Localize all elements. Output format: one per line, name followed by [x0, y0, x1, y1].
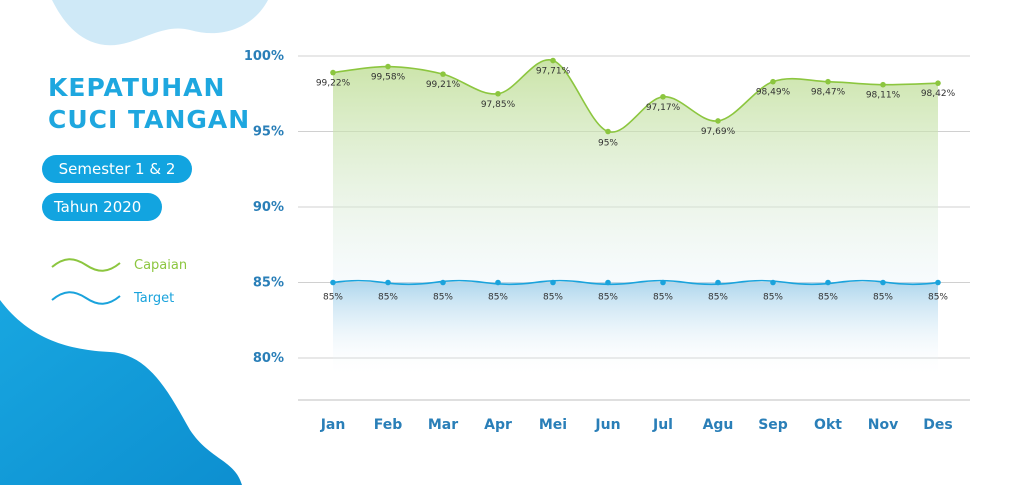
target-data-label-nov: 85%	[873, 293, 893, 303]
y-tick-label-85: 85%	[253, 276, 284, 291]
target-point-apr	[495, 279, 501, 286]
target-data-label-des: 85%	[928, 293, 948, 303]
capaian-point-jul	[660, 93, 666, 100]
capaian-data-label-sep: 98,49%	[756, 88, 791, 98]
target-area-fill	[333, 282, 938, 378]
capaian-data-label-feb: 99,58%	[371, 73, 406, 83]
target-point-feb	[385, 279, 391, 286]
x-tick-label-des: Des	[923, 417, 952, 433]
x-tick-label-sep: Sep	[758, 417, 788, 433]
target-point-sep	[770, 279, 776, 286]
y-tick-label-90: 90%	[253, 200, 284, 215]
target-data-label-jan: 85%	[323, 293, 343, 303]
target-point-mei	[550, 279, 556, 286]
capaian-data-label-okt: 98,47%	[811, 88, 846, 98]
legend-item-target: Target	[50, 289, 174, 307]
capaian-point-apr	[495, 90, 501, 97]
title-line-1: KEPATUHAN	[48, 73, 226, 102]
target-data-label-agu: 85%	[708, 293, 728, 303]
capaian-data-label-mar: 99,21%	[426, 80, 461, 90]
capaian-data-label-jun: 95%	[598, 139, 618, 149]
chart-title: KEPATUHAN CUCI TANGAN	[48, 72, 250, 136]
capaian-point-feb	[385, 63, 391, 70]
capaian-point-jun	[605, 128, 611, 135]
target-data-label-okt: 85%	[818, 293, 838, 303]
target-wave-icon	[51, 291, 121, 305]
target-point-agu	[715, 279, 721, 286]
top-blob-decoration	[52, 0, 268, 46]
target-point-jan	[330, 279, 336, 286]
x-tick-label-jul: Jul	[652, 417, 673, 433]
target-data-label-jun: 85%	[598, 293, 618, 303]
capaian-point-jan	[330, 69, 336, 76]
y-tick-label-100: 100%	[244, 49, 284, 64]
capaian-point-okt	[825, 78, 831, 85]
capaian-wave-icon	[51, 258, 121, 272]
target-point-mar	[440, 279, 446, 286]
target-series-line	[332, 279, 939, 286]
x-tick-label-apr: Apr	[484, 417, 512, 433]
target-data-label-apr: 85%	[488, 293, 508, 303]
target-point-nov	[880, 279, 886, 286]
x-tick-label-jun: Jun	[594, 417, 620, 433]
legend-label-target: Target	[134, 290, 175, 306]
capaian-point-des	[935, 80, 941, 86]
target-data-label-mei: 85%	[543, 293, 563, 303]
capaian-point-agu	[715, 118, 721, 124]
capaian-data-label-agu: 97,69%	[701, 127, 736, 137]
target-data-label-jul: 85%	[653, 293, 673, 303]
x-tick-label-jan: Jan	[320, 417, 346, 433]
capaian-area-fill	[333, 59, 938, 283]
target-data-label-mar: 85%	[433, 293, 453, 303]
target-point-des	[935, 279, 941, 286]
capaian-data-label-nov: 98,11%	[866, 91, 901, 101]
capaian-point-mei	[550, 57, 556, 64]
x-tick-label-mar: Mar	[428, 417, 458, 433]
target-point-jul	[660, 279, 666, 286]
y-tick-label-80: 80%	[253, 351, 284, 366]
y-tick-label-95: 95%	[253, 125, 284, 140]
capaian-data-label-mei: 97,71%	[536, 67, 571, 77]
year-badge: Tahun 2020	[42, 193, 162, 221]
x-tick-label-nov: Nov	[868, 417, 898, 433]
x-tick-label-feb: Feb	[374, 417, 403, 433]
x-tick-label-okt: Okt	[814, 417, 842, 433]
x-tick-label-mei: Mei	[539, 417, 567, 433]
legend-item-capaian: Capaian	[50, 256, 187, 274]
capaian-point-mar	[440, 71, 446, 77]
legend-label-capaian: Capaian	[134, 257, 188, 273]
title-line-2: CUCI TANGAN	[48, 105, 251, 134]
capaian-data-label-apr: 97,85%	[481, 100, 516, 110]
target-point-okt	[825, 279, 831, 286]
capaian-data-label-jan: 99,22%	[316, 79, 351, 89]
x-tick-label-agu: Agu	[703, 417, 734, 433]
bottom-blob-decoration	[0, 300, 242, 485]
capaian-data-label-des: 98,42%	[921, 89, 956, 99]
semester-badge: Semester 1 & 2	[42, 155, 192, 183]
capaian-data-label-jul: 97,17%	[646, 103, 681, 113]
capaian-point-sep	[770, 78, 776, 85]
target-data-label-sep: 85%	[763, 293, 783, 303]
target-point-jun	[605, 279, 611, 286]
target-data-label-feb: 85%	[378, 293, 398, 303]
capaian-point-nov	[880, 81, 886, 88]
